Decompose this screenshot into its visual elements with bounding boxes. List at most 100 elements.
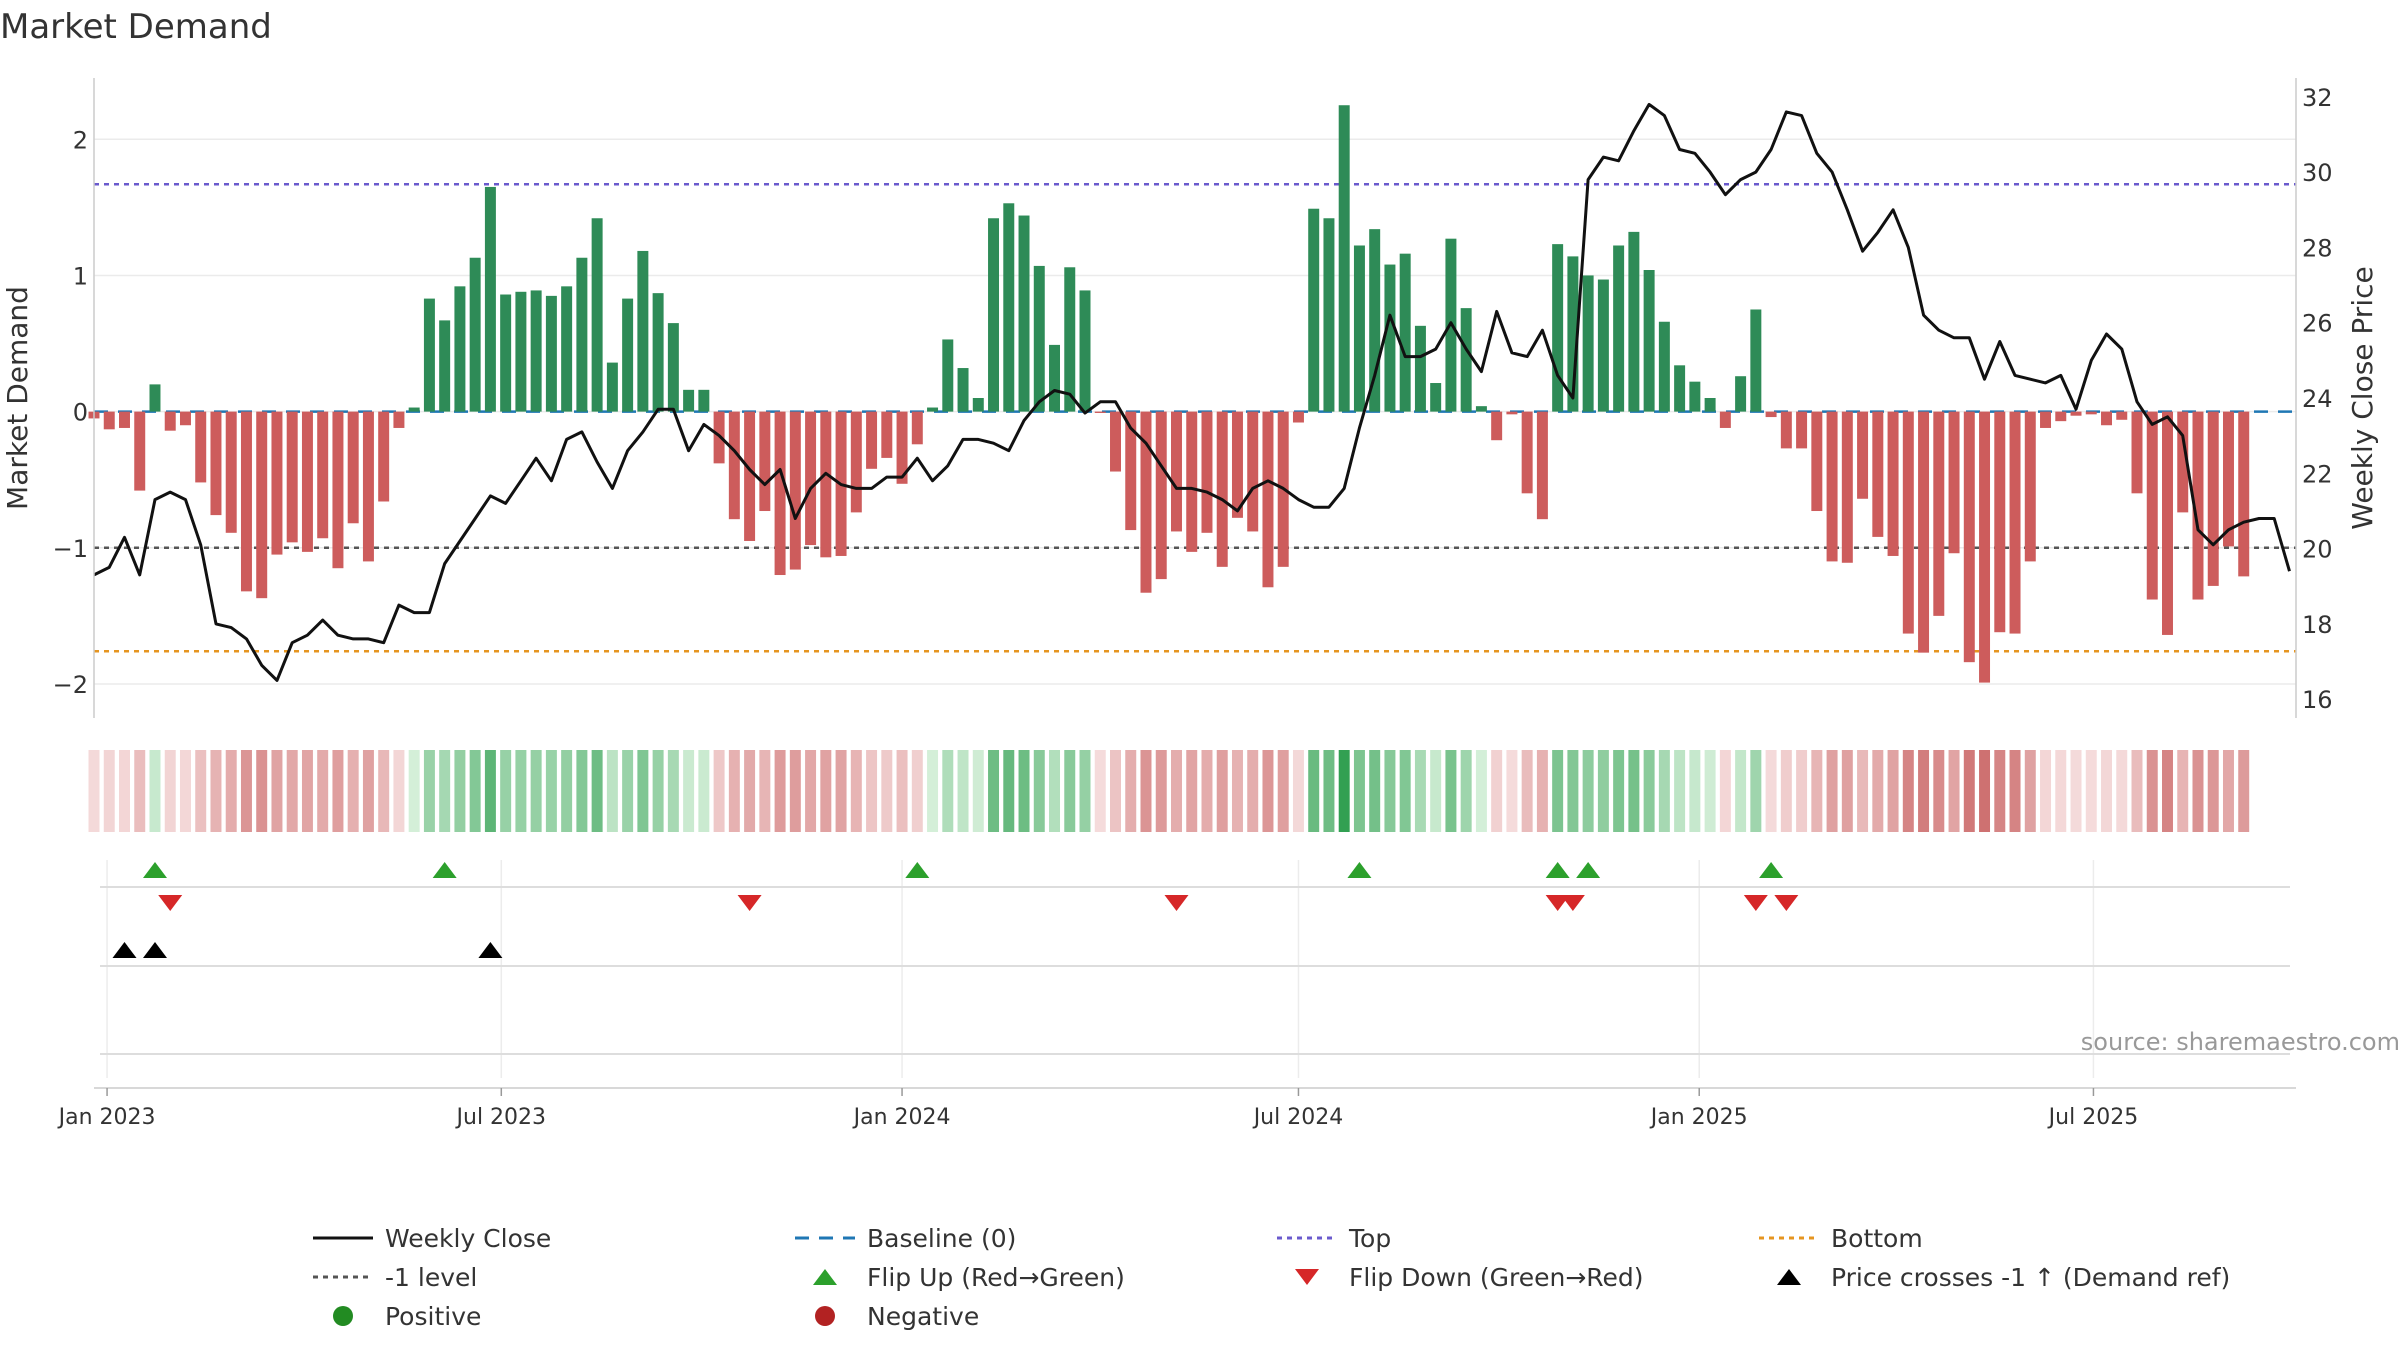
demand-bar <box>1506 411 1518 415</box>
legend-swatch <box>813 1269 837 1285</box>
strip-cell <box>789 750 801 832</box>
strip-cell <box>1887 750 1899 832</box>
strip-cell <box>1857 750 1869 832</box>
demand-bar <box>927 407 939 412</box>
demand-bar <box>362 411 374 562</box>
x-tick-label: Jul 2023 <box>455 1105 547 1130</box>
strip-cell <box>1765 750 1777 832</box>
strip-cell <box>1841 750 1853 832</box>
demand-bar <box>1155 411 1167 580</box>
demand-bar <box>286 411 298 543</box>
strip-cell <box>1796 750 1808 832</box>
strip-cell <box>988 750 1000 832</box>
demand-bar <box>1460 308 1472 412</box>
demand-bar <box>1369 229 1381 412</box>
y2-tick-label: 32 <box>2302 84 2333 112</box>
strip-cell <box>744 750 756 832</box>
demand-bar <box>1292 411 1304 423</box>
flip-down-marker <box>1545 895 1570 911</box>
strip-cell <box>1491 750 1503 832</box>
strip-cell <box>1689 750 1701 832</box>
strip-cell <box>896 750 908 832</box>
demand-bar <box>1963 411 1975 663</box>
strip-cell <box>1323 750 1335 832</box>
demand-bar <box>744 411 756 541</box>
demand-bar <box>1735 376 1747 412</box>
demand-bar <box>500 294 512 412</box>
strip-cell <box>317 750 329 832</box>
demand-bar <box>210 411 222 516</box>
demand-bar <box>1338 105 1350 412</box>
strip-cell <box>1140 750 1152 832</box>
strip-cell <box>1963 750 1975 832</box>
strip-cell <box>1872 750 1884 832</box>
y-tick-label: −2 <box>53 671 88 699</box>
demand-bar <box>728 411 740 520</box>
demand-bar <box>332 411 344 569</box>
strip-cell <box>2238 750 2250 832</box>
demand-bar <box>1262 411 1274 588</box>
legend-label: Flip Up (Red→Green) <box>867 1263 1125 1292</box>
strip-cell <box>2101 750 2112 832</box>
strip-cell <box>652 750 664 832</box>
demand-bar <box>179 411 191 426</box>
strip-cell <box>2131 750 2143 832</box>
strip-cell <box>2024 750 2036 832</box>
demand-bar <box>1719 411 1731 428</box>
demand-bar <box>1186 411 1198 552</box>
strip-cell <box>1933 750 1945 832</box>
demand-bar <box>1643 270 1655 412</box>
demand-bar <box>1308 208 1320 412</box>
demand-bar <box>774 411 786 576</box>
strip-cell <box>1536 750 1548 832</box>
demand-bar <box>866 411 878 469</box>
strip-cell <box>423 750 435 832</box>
strip-cell <box>667 750 679 832</box>
strip-cell <box>850 750 862 832</box>
demand-bar <box>1125 411 1137 531</box>
flip-up-marker <box>1759 862 1784 878</box>
strip-cell <box>484 750 496 832</box>
strip-cell <box>149 750 161 832</box>
demand-bar <box>1811 411 1823 512</box>
strip-cell <box>2177 750 2189 832</box>
demand-bar <box>2024 411 2036 562</box>
strip-cell <box>500 750 512 832</box>
strip-cell <box>378 750 390 832</box>
demand-bar <box>2146 411 2158 600</box>
demand-bar <box>515 291 527 412</box>
y2-tick-label: 16 <box>2302 686 2333 714</box>
demand-bar <box>561 286 573 412</box>
strip-cell <box>1658 750 1670 832</box>
strip-cell <box>210 750 222 832</box>
demand-bar <box>911 411 923 445</box>
demand-bar <box>1613 245 1625 412</box>
strip-cell <box>820 750 832 832</box>
y2-tick-label: 24 <box>2302 385 2333 413</box>
strip-cell <box>1506 750 1518 832</box>
strip-cell <box>545 750 557 832</box>
strip-cell <box>1353 750 1365 832</box>
demand-bar <box>2070 411 2082 416</box>
strip-cell <box>1308 750 1320 832</box>
demand-bar <box>1399 253 1411 412</box>
strip-cell <box>179 750 191 832</box>
demand-bar <box>1872 411 1884 537</box>
strip-cell <box>774 750 786 832</box>
strip-cell <box>1414 750 1426 832</box>
strip-cell <box>1094 750 1106 832</box>
demand-bar <box>301 411 313 552</box>
demand-bar <box>240 411 252 592</box>
strip-cell <box>881 750 893 832</box>
legend-label: Positive <box>385 1302 481 1331</box>
demand-bar <box>1994 411 2006 633</box>
strip-cell <box>1079 750 1091 832</box>
strip-cell <box>2222 750 2234 832</box>
demand-bar <box>2192 411 2204 600</box>
demand-bar <box>683 389 695 412</box>
flip-down-marker <box>737 895 762 911</box>
flip-down-marker <box>158 895 183 911</box>
strip-cell <box>301 750 313 832</box>
event-markers <box>100 860 2290 1078</box>
demand-bar <box>1033 265 1045 412</box>
